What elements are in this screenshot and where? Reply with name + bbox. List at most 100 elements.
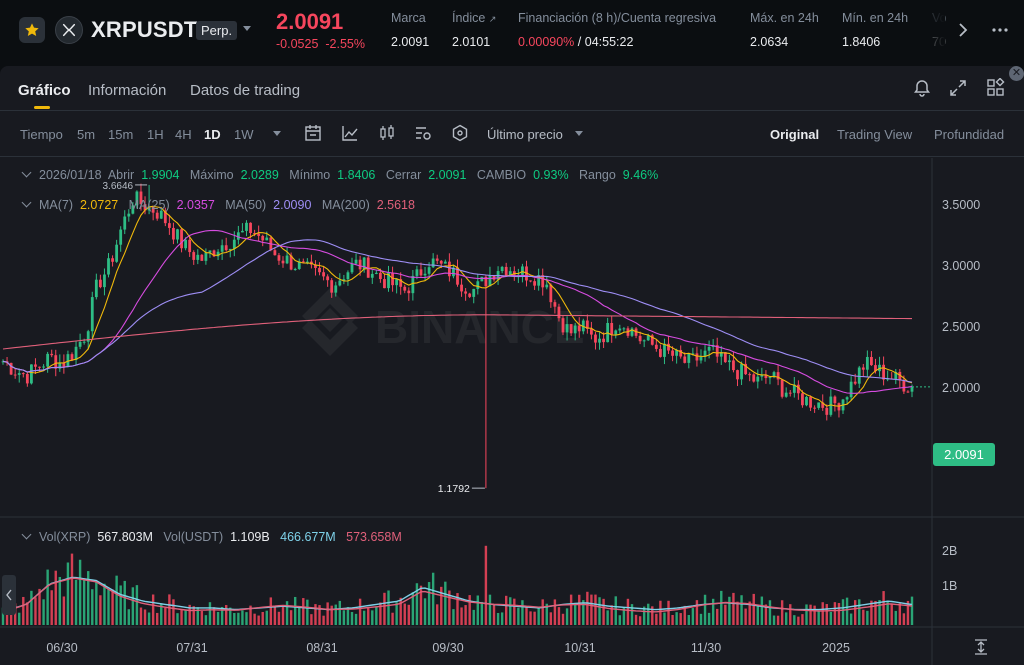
calendar-icon[interactable]	[304, 124, 322, 142]
candle-body	[849, 381, 853, 398]
volume-bar	[894, 610, 897, 625]
candle-body	[293, 268, 297, 270]
volume-bar	[598, 597, 601, 625]
price-tick-label: 3.0000	[942, 259, 980, 273]
auto-scale-icon[interactable]	[975, 639, 987, 655]
legend-ma50: 2.0090	[273, 198, 312, 212]
volume-bar	[890, 603, 893, 625]
interval-more-caret-icon[interactable]	[273, 131, 281, 136]
volume-bar	[261, 611, 264, 625]
candle-body	[476, 281, 480, 289]
symbol-name[interactable]: XRPUSDT	[91, 17, 198, 42]
volume-bar	[354, 613, 358, 625]
volume-bar	[74, 579, 78, 625]
view-depth[interactable]: Profundidad	[934, 127, 1005, 142]
candle-body	[208, 250, 212, 253]
view-trading-view[interactable]: Trading View	[837, 127, 913, 142]
volume-bar	[427, 582, 431, 625]
tab-trading-data[interactable]: Datos de trading	[190, 82, 301, 99]
price-tick-label: 2.5000	[942, 320, 980, 334]
price-chart[interactable]: BINANCE 3.50003.00002.50002.00001.50002B…	[0, 158, 1024, 665]
time-label: Tiempo	[20, 127, 63, 142]
chevron-right-icon[interactable]	[955, 20, 971, 40]
chart-toolbar: Tiempo 5m 15m 1H 4H 1D 1W Último precio …	[0, 111, 1024, 157]
candle-body	[180, 229, 183, 249]
binance-watermark: BINANCE	[302, 288, 585, 356]
candle-body	[419, 269, 423, 276]
candlestick-type-icon[interactable]	[378, 124, 396, 142]
interval-1w[interactable]: 1W	[234, 127, 254, 142]
expand-icon[interactable]	[948, 78, 968, 98]
scroll-left-button[interactable]	[2, 575, 16, 615]
candle-body	[74, 346, 78, 360]
layout-grid-icon[interactable]	[986, 78, 1006, 98]
collapse-caret-icon[interactable]	[21, 529, 32, 540]
candle-body	[480, 276, 484, 282]
collapse-caret-icon[interactable]	[21, 197, 32, 208]
volume-bar	[732, 592, 735, 625]
volume-bar	[156, 612, 159, 625]
ma25-line	[2, 229, 913, 394]
close-icon[interactable]: ✕	[1009, 66, 1024, 81]
index-price-stat[interactable]: Índice ↗ 2.0101	[452, 11, 496, 49]
indicator-chart-icon[interactable]	[341, 124, 359, 142]
funding-label: Financiación (8 h)/Cuenta regresiva	[518, 11, 717, 25]
candle-body	[224, 245, 228, 251]
candle-body	[196, 254, 200, 260]
interval-4h[interactable]: 4H	[175, 127, 192, 142]
candlestick-chart-svg[interactable]: BINANCE 3.50003.00002.50002.00001.50002B…	[0, 158, 1024, 665]
price-type-caret-icon[interactable]	[575, 131, 583, 136]
volume-bar	[841, 599, 845, 625]
candle-body	[569, 324, 573, 334]
candle-body	[427, 267, 431, 274]
tab-chart[interactable]: Gráfico	[18, 82, 71, 99]
candle-body	[853, 381, 857, 384]
candle-body	[354, 259, 358, 264]
mark-price-label: Marca	[391, 11, 426, 25]
candle-body	[825, 407, 829, 415]
volume-bar	[58, 576, 62, 625]
price-type-select[interactable]: Último precio	[487, 127, 563, 142]
volume-bar	[647, 603, 650, 625]
volume-bar	[314, 604, 317, 625]
volume-tick-label: 2B	[942, 544, 957, 558]
candle-body	[245, 222, 248, 231]
interval-1d[interactable]: 1D	[204, 127, 221, 142]
candle-body	[512, 271, 516, 275]
volume-bar	[809, 604, 812, 625]
interval-15m[interactable]: 15m	[108, 127, 134, 142]
tab-info[interactable]: Información	[88, 82, 167, 99]
candle-body	[34, 364, 37, 367]
hexagon-settings-icon[interactable]	[451, 124, 469, 142]
interval-1h[interactable]: 1H	[147, 127, 164, 142]
chart-settings-icon[interactable]	[414, 124, 432, 142]
candle-body	[322, 272, 325, 277]
interval-5m[interactable]: 5m	[77, 127, 96, 142]
favorite-star-button[interactable]	[19, 17, 45, 43]
candle-body	[103, 274, 106, 288]
candle-body	[760, 374, 764, 377]
candle-body	[667, 343, 670, 351]
candle-body	[703, 350, 707, 357]
view-original[interactable]: Original	[770, 127, 820, 142]
more-icon[interactable]	[990, 20, 1010, 40]
volume-bar	[1, 607, 5, 625]
candle-body	[70, 354, 74, 360]
candle-body	[184, 239, 188, 249]
candle-body	[212, 250, 216, 257]
candle-body	[500, 266, 504, 272]
volume-bar	[829, 611, 833, 625]
volume-bar	[833, 602, 837, 625]
bell-icon[interactable]	[912, 78, 932, 98]
volume-bar	[793, 615, 796, 625]
candle-body	[561, 318, 565, 333]
volume-bar	[143, 609, 147, 625]
candle-body	[736, 370, 739, 380]
symbol-dropdown-caret-icon[interactable]	[243, 26, 251, 31]
volume-bar	[375, 606, 378, 625]
collapse-caret-icon[interactable]	[21, 167, 32, 178]
chevron-left-icon[interactable]	[6, 589, 12, 601]
volume-bar	[78, 559, 82, 625]
index-price-value: 2.0101	[452, 35, 491, 49]
legend-vol-usdt: 1.109B	[230, 530, 270, 544]
